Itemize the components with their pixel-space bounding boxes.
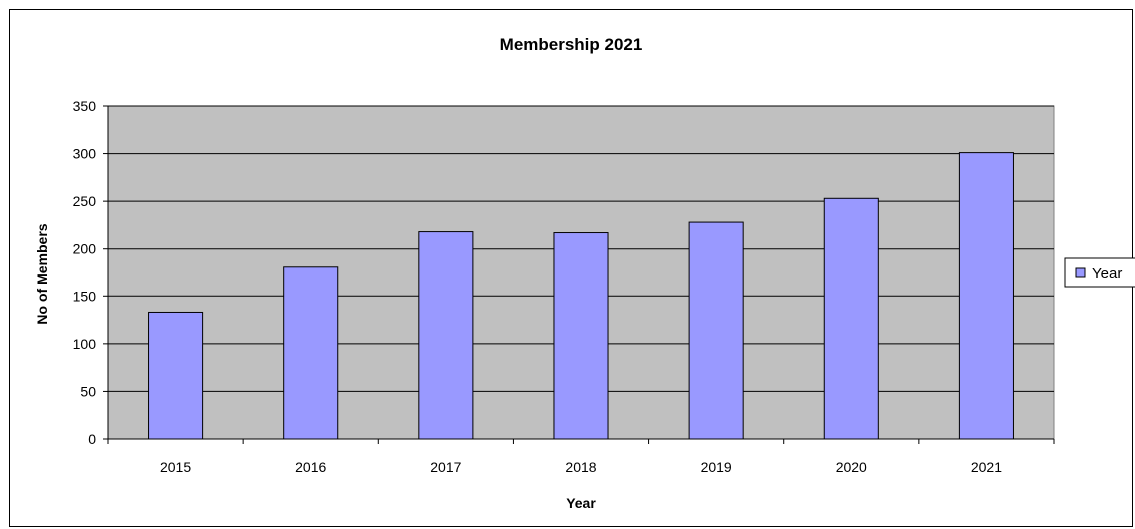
x-tick-label: 2016: [295, 459, 326, 475]
x-axis-ticks: 2015 2016 2017 2018 2019 2020 2021: [107, 439, 1055, 475]
bar-2017: [418, 231, 474, 440]
y-tick-label: 300: [73, 146, 97, 162]
y-tick-label: 150: [73, 288, 97, 304]
bars: [148, 152, 1014, 440]
bar-2020: [823, 197, 879, 440]
y-tick-label: 250: [73, 193, 97, 209]
bar-2021: [958, 152, 1014, 440]
legend-entry-year: Year: [1092, 265, 1122, 282]
x-tick-label: 2019: [701, 459, 732, 475]
legend-swatch: [1075, 267, 1086, 278]
bar-2019: [688, 221, 744, 440]
y-tick-label: 200: [73, 241, 97, 257]
x-tick-label: 2021: [971, 459, 1002, 475]
chart-title: Membership 2021: [500, 35, 643, 54]
bar-2018: [553, 232, 609, 440]
y-axis-title: No of Members: [34, 223, 50, 324]
x-tick-label: 2017: [430, 459, 461, 475]
x-tick-label: 2018: [565, 459, 596, 475]
legend: Year: [1064, 257, 1135, 288]
bar-2015: [148, 311, 204, 440]
bar-2016: [283, 266, 339, 440]
y-axis-ticks: 0 50 100 150 200 250 300 350: [73, 98, 108, 447]
y-tick-label: 50: [80, 383, 96, 399]
y-tick-label: 350: [73, 98, 97, 114]
x-tick-label: 2015: [160, 459, 191, 475]
x-axis-title: Year: [566, 495, 596, 511]
y-tick-label: 0: [88, 431, 96, 447]
x-tick-label: 2020: [836, 459, 867, 475]
y-tick-label: 100: [73, 336, 97, 352]
